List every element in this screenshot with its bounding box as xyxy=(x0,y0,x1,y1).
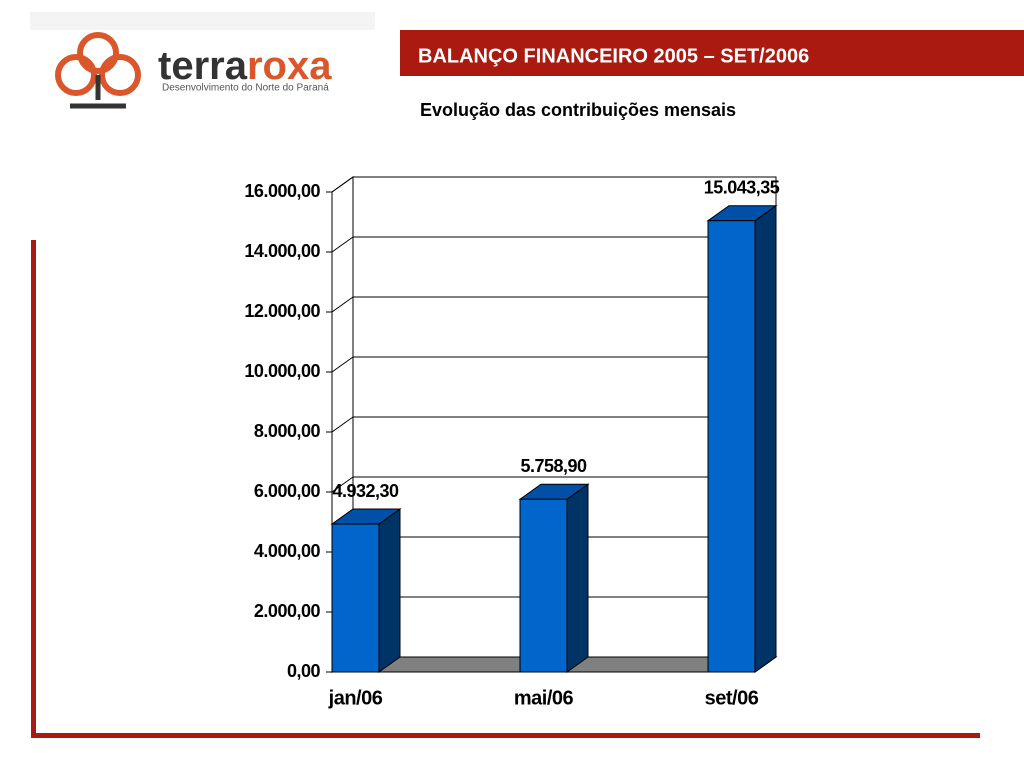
logo-text: terraroxa xyxy=(158,44,332,88)
y-tick-label: 16.000,00 xyxy=(244,181,320,201)
y-tick-label: 10.000,00 xyxy=(244,361,320,381)
bar-side xyxy=(566,483,589,673)
value-label: 4.932,30 xyxy=(332,481,399,501)
y-tick-label: 14.000,00 xyxy=(244,241,320,261)
grid-line xyxy=(331,236,354,253)
logo-tagline: Desenvolvimento do Norte do Paraná xyxy=(162,83,329,94)
logo-icon xyxy=(55,32,141,109)
grid-line xyxy=(331,476,354,493)
logo-circle xyxy=(99,54,141,96)
logo-band xyxy=(30,12,375,30)
bar xyxy=(519,498,568,673)
grid-line xyxy=(331,416,354,433)
logo-circle xyxy=(77,32,119,74)
y-tick-label: 2.000,00 xyxy=(254,601,321,621)
y-tick-label: 6.000,00 xyxy=(254,481,321,501)
value-label: 5.758,90 xyxy=(520,456,587,476)
grid-line xyxy=(331,356,354,373)
logo-circle xyxy=(55,54,97,96)
y-tick-label: 8.000,00 xyxy=(254,421,321,441)
x-tick-label: set/06 xyxy=(705,687,759,709)
header-title: BALANÇO FINANCEIRO 2005 – SET/2006 xyxy=(418,45,809,67)
bar xyxy=(707,220,756,673)
header-band xyxy=(400,30,1024,76)
chart-title: Evolução das contribuições mensais xyxy=(420,100,736,120)
grid-line xyxy=(331,176,354,193)
bar xyxy=(331,523,380,673)
x-tick-label: mai/06 xyxy=(514,687,574,709)
bar-side xyxy=(754,204,777,673)
y-tick-label: 4.000,00 xyxy=(254,541,321,561)
logo-part: roxa xyxy=(247,44,332,88)
frame-line xyxy=(31,733,980,738)
logo-stem xyxy=(70,75,126,109)
plot: 0,00 2.000,00 4.000,00 6.000,00 8.000,00 10.0… xyxy=(244,176,780,709)
logo-part: terra xyxy=(158,44,248,88)
grid-line xyxy=(331,296,354,313)
frame-line xyxy=(31,240,36,738)
x-tick-label: jan/06 xyxy=(328,687,383,709)
y-tick-label: 0,00 xyxy=(287,661,321,681)
value-label: 15.043,35 xyxy=(704,177,780,197)
bar-side xyxy=(378,508,401,673)
y-tick-label: 12.000,00 xyxy=(244,301,320,321)
